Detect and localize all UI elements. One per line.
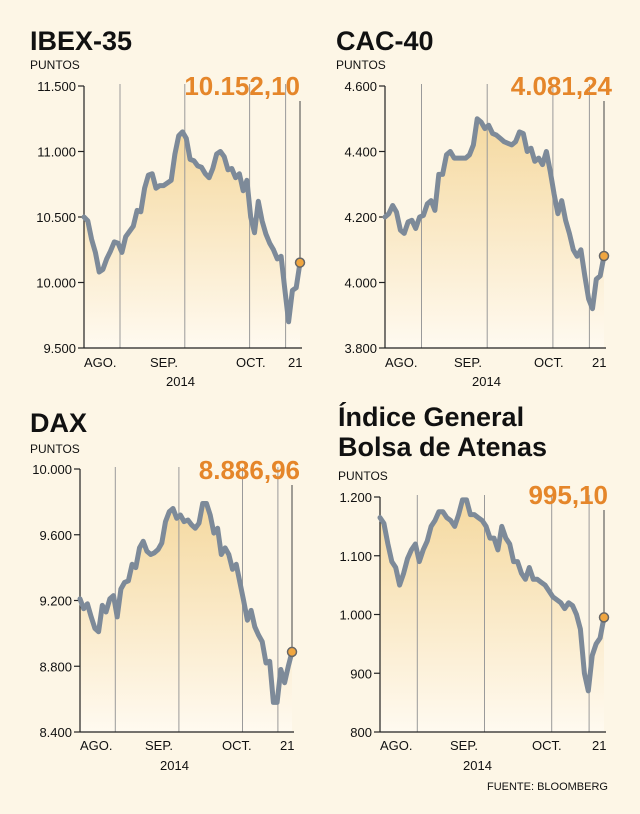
- last-value-label: 995,10: [528, 480, 608, 510]
- y-tick-label: 1.200: [339, 490, 372, 505]
- y-tick-label: 10.500: [36, 210, 76, 225]
- xlabel-21: 21: [288, 355, 302, 370]
- area-fill: [380, 499, 604, 732]
- y-tick-label: 10.000: [36, 276, 76, 291]
- y-tick-label: 4.000: [344, 276, 377, 291]
- chart-panel-3: 10.000 9.600 9.200 8.800 8.400 DAX PUNTOS 8.886…: [30, 408, 300, 773]
- chart-title: Índice General: [338, 401, 524, 432]
- xlabel-sep: SEP.: [450, 738, 478, 753]
- xlabel-year: 2014: [463, 758, 492, 773]
- chart-title: IBEX-35: [30, 26, 132, 56]
- xlabel-year: 2014: [160, 758, 189, 773]
- y-tick-label: 8.400: [39, 725, 72, 740]
- last-value-marker: [598, 612, 610, 623]
- last-value-label: 8.886,96: [199, 455, 300, 485]
- xlabel-ago: AGO.: [84, 355, 117, 370]
- y-tick-label: 1.100: [339, 549, 372, 564]
- xlabel-21: 21: [280, 738, 294, 753]
- y-tick-label: 4.400: [344, 145, 377, 160]
- y-tick-label: 11.500: [37, 79, 76, 94]
- price-line: [77, 501, 295, 705]
- last-value-label: 4.081,24: [511, 71, 613, 101]
- price-line: [377, 497, 607, 694]
- y-tick-label: 10.000: [32, 462, 72, 477]
- unit-label: PUNTOS: [336, 58, 386, 72]
- y-tick-label: 4.600: [344, 79, 377, 94]
- chart-panel-2: 4.600 4.400 4.200 4.000 3.800 CAC-40 PUNTOS 4.0…: [336, 26, 613, 389]
- last-value-marker: [294, 257, 306, 268]
- y-tick-label: 4.200: [344, 210, 377, 225]
- xlabel-21: 21: [592, 355, 606, 370]
- xlabel-oct: OCT.: [236, 355, 266, 370]
- last-value-marker: [598, 250, 610, 262]
- xlabel-ago: AGO.: [380, 738, 413, 753]
- xlabel-oct: OCT.: [534, 355, 564, 370]
- xlabel-sep: SEP.: [150, 355, 178, 370]
- y-tick-label: 800: [350, 725, 372, 740]
- xlabel-oct: OCT.: [532, 738, 562, 753]
- chart-panel-1: 11.500 11.000 10.500 10.000 9.500 IBEX-35 PUNT…: [30, 26, 306, 389]
- unit-label: PUNTOS: [30, 58, 80, 72]
- xlabel-sep: SEP.: [145, 738, 173, 753]
- y-tick-label: 9.600: [39, 528, 72, 543]
- area-fill: [80, 503, 292, 732]
- xlabel-ago: AGO.: [385, 355, 418, 370]
- y-tick-label: 9.200: [39, 594, 72, 609]
- last-value-label: 10.152,10: [184, 71, 300, 101]
- y-tick-label: 8.800: [39, 659, 72, 674]
- y-tick-label: 1.000: [339, 608, 372, 623]
- unit-label: PUNTOS: [338, 469, 388, 483]
- price-line: [382, 116, 607, 312]
- chart-title: CAC-40: [336, 26, 434, 56]
- xlabel-year: 2014: [166, 374, 195, 389]
- y-tick-label: 900: [350, 666, 372, 681]
- chart-title-line2: Bolsa de Atenas: [338, 432, 547, 462]
- last-value-marker: [286, 646, 298, 658]
- source-note: FUENTE: BLOOMBERG: [487, 781, 608, 793]
- y-tick-label: 9.500: [43, 341, 76, 356]
- price-line: [81, 129, 303, 325]
- chart-title: DAX: [30, 408, 87, 438]
- unit-label: PUNTOS: [30, 442, 80, 456]
- xlabel-21: 21: [592, 738, 606, 753]
- chart-panel-4: 1.200 1.100 1.000 900 800 Índice GeneralBolsa…: [338, 401, 610, 773]
- xlabel-year: 2014: [472, 374, 501, 389]
- xlabel-sep: SEP.: [454, 355, 482, 370]
- y-tick-label: 11.000: [37, 145, 76, 160]
- xlabel-oct: OCT.: [222, 738, 252, 753]
- xlabel-ago: AGO.: [80, 738, 113, 753]
- y-tick-label: 3.800: [344, 341, 377, 356]
